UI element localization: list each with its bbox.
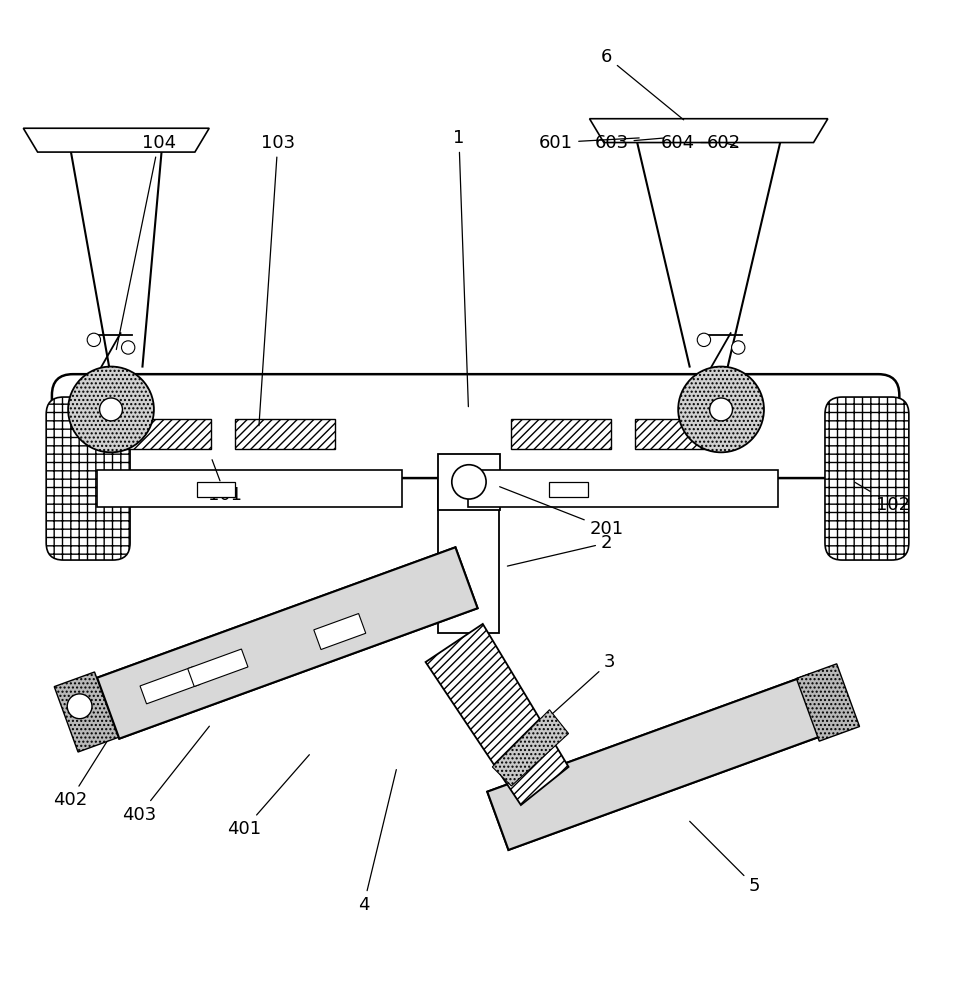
Bar (636, 419, 735, 449)
Text: 104: 104 (117, 134, 176, 350)
Polygon shape (187, 649, 248, 687)
Polygon shape (425, 624, 569, 805)
Circle shape (452, 465, 486, 499)
Text: 2: 2 (508, 534, 613, 566)
FancyBboxPatch shape (52, 374, 900, 478)
Text: 102: 102 (855, 482, 910, 514)
Circle shape (121, 341, 135, 354)
Text: 603: 603 (595, 134, 664, 152)
Polygon shape (492, 710, 569, 786)
Polygon shape (590, 119, 828, 143)
Circle shape (709, 398, 732, 421)
Text: 403: 403 (122, 726, 209, 824)
Text: 3: 3 (532, 653, 616, 732)
Bar (97, 470, 402, 507)
Text: 604: 604 (662, 134, 711, 152)
Polygon shape (98, 547, 478, 739)
Text: 201: 201 (500, 487, 623, 538)
Polygon shape (140, 666, 201, 704)
Circle shape (99, 398, 122, 421)
Text: 1: 1 (453, 129, 468, 407)
Text: 401: 401 (228, 755, 310, 838)
FancyBboxPatch shape (825, 397, 909, 560)
Text: 6: 6 (601, 48, 684, 120)
Polygon shape (54, 672, 119, 752)
Polygon shape (98, 547, 478, 739)
Bar (235, 419, 335, 449)
Text: 402: 402 (53, 703, 132, 809)
Polygon shape (488, 674, 831, 850)
Text: 601: 601 (539, 134, 640, 152)
Text: 103: 103 (259, 134, 294, 426)
Polygon shape (796, 664, 859, 741)
Circle shape (697, 333, 710, 347)
Bar (468, 470, 778, 507)
Bar (438, 448, 499, 633)
Circle shape (87, 333, 100, 347)
Text: 602: 602 (706, 134, 741, 152)
Circle shape (67, 694, 92, 719)
Bar (511, 419, 612, 449)
Text: 4: 4 (358, 770, 397, 914)
Bar (197, 482, 235, 497)
Text: 101: 101 (208, 460, 243, 504)
Bar (438, 454, 500, 510)
Circle shape (731, 341, 745, 354)
Text: 5: 5 (689, 821, 760, 895)
Polygon shape (488, 674, 831, 850)
FancyBboxPatch shape (46, 397, 130, 560)
Circle shape (68, 367, 154, 452)
Bar (550, 482, 588, 497)
Bar (111, 419, 211, 449)
Polygon shape (314, 614, 366, 650)
Polygon shape (23, 128, 209, 152)
Circle shape (678, 367, 764, 452)
